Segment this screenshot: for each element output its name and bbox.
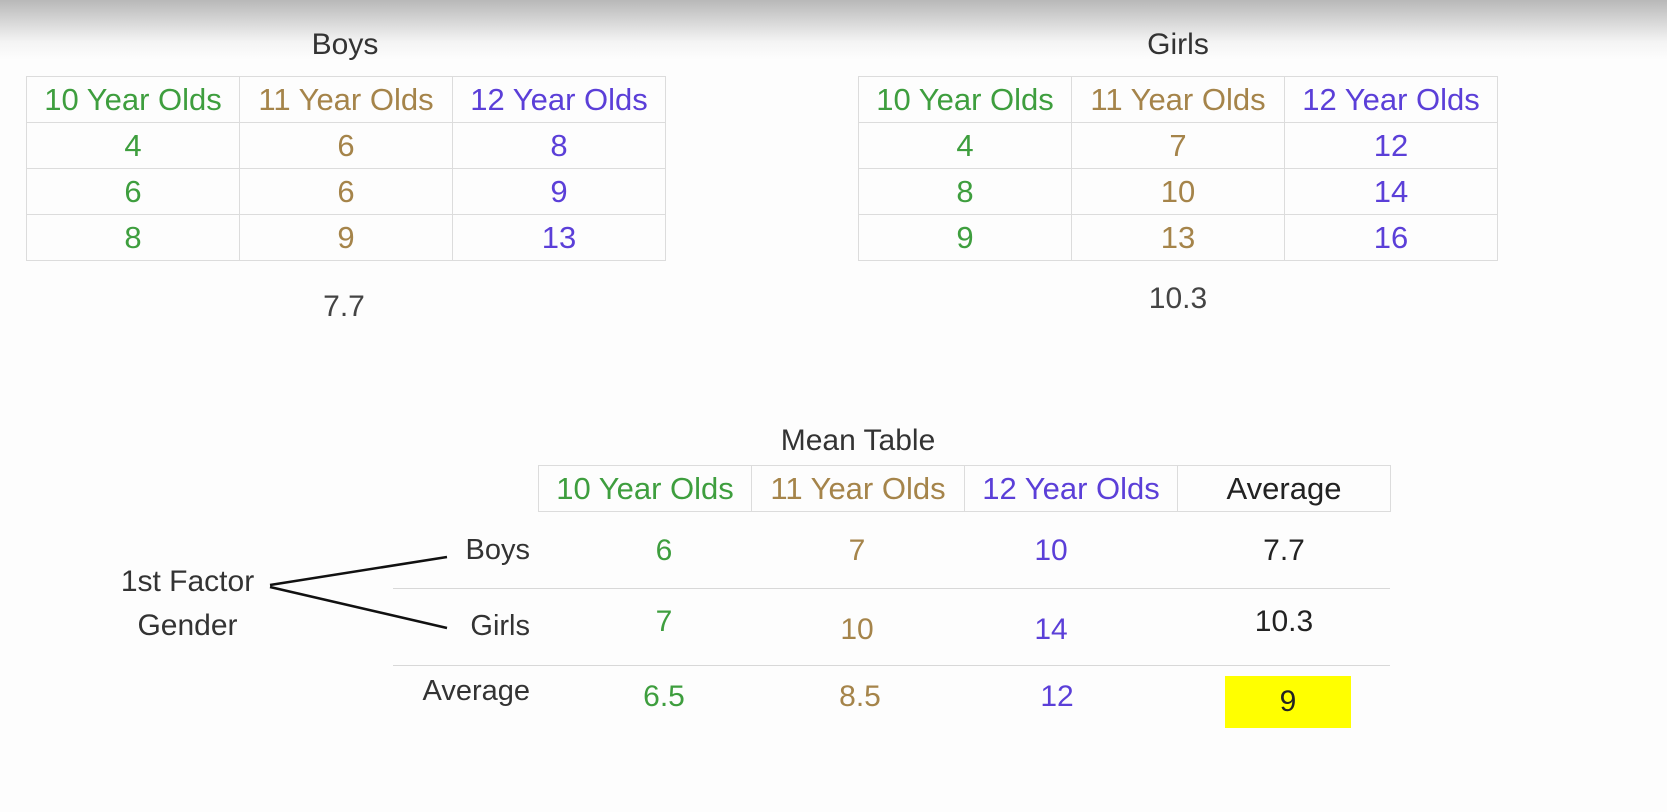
table-row: 8 10 14 bbox=[858, 168, 1498, 215]
boys-cell: 6 bbox=[239, 122, 453, 169]
mean-row-label-average: Average bbox=[422, 675, 531, 707]
boys-cell: 13 bbox=[452, 214, 666, 261]
factor-line1: 1st Factor bbox=[120, 565, 255, 598]
girls-mean: 10.3 bbox=[1148, 282, 1208, 315]
girls-cell: 16 bbox=[1284, 214, 1498, 261]
mean-header-12: 12 Year Olds bbox=[964, 465, 1178, 512]
mean-header-row: 10 Year Olds 11 Year Olds 12 Year Olds A… bbox=[538, 465, 1391, 512]
boys-header-10: 10 Year Olds bbox=[26, 76, 240, 123]
mean-cell: 10.3 bbox=[1254, 605, 1314, 638]
mean-cell: 6 bbox=[655, 534, 673, 567]
mean-cell: 7 bbox=[655, 605, 673, 638]
mean-row-label-girls: Girls bbox=[470, 610, 530, 642]
boys-cell: 9 bbox=[239, 214, 453, 261]
row-divider bbox=[393, 588, 1390, 589]
boys-table: 10 Year Olds 11 Year Olds 12 Year Olds 4… bbox=[26, 76, 666, 261]
boys-cell: 6 bbox=[239, 168, 453, 215]
table-row: 4 7 12 bbox=[858, 122, 1498, 169]
mean-cell: 10 bbox=[1034, 534, 1068, 567]
boys-cell: 8 bbox=[26, 214, 240, 261]
mean-cell: 12 bbox=[1040, 680, 1074, 713]
factor-label: 1st Factor Gender bbox=[100, 560, 275, 648]
mean-header-10: 10 Year Olds bbox=[538, 465, 752, 512]
row-divider bbox=[393, 665, 1390, 666]
mean-header-11: 11 Year Olds bbox=[751, 465, 965, 512]
girls-header-12: 12 Year Olds bbox=[1284, 76, 1498, 123]
table-row: 8 9 13 bbox=[26, 214, 666, 261]
mean-cell: 7.7 bbox=[1263, 534, 1305, 567]
girls-table: 10 Year Olds 11 Year Olds 12 Year Olds 4… bbox=[858, 76, 1498, 261]
mean-cell: 8.5 bbox=[839, 680, 881, 713]
girls-header-11: 11 Year Olds bbox=[1071, 76, 1285, 123]
girls-header-10: 10 Year Olds bbox=[858, 76, 1072, 123]
factor-line2: Gender bbox=[137, 609, 238, 642]
boys-title: Boys bbox=[311, 28, 379, 61]
girls-cell: 14 bbox=[1284, 168, 1498, 215]
mean-table-header: 10 Year Olds 11 Year Olds 12 Year Olds A… bbox=[538, 465, 1391, 512]
girls-cell: 12 bbox=[1284, 122, 1498, 169]
table-row: 9 13 16 bbox=[858, 214, 1498, 261]
mean-row-label-boys: Boys bbox=[465, 534, 530, 566]
grand-mean-highlight: 9 bbox=[1225, 676, 1351, 728]
top-shade bbox=[0, 0, 1667, 60]
boys-header-12: 12 Year Olds bbox=[452, 76, 666, 123]
girls-title: Girls bbox=[1147, 28, 1209, 61]
girls-cell: 7 bbox=[1071, 122, 1285, 169]
mean-cell: 10 bbox=[840, 613, 874, 646]
girls-cell: 13 bbox=[1071, 214, 1285, 261]
boys-mean: 7.7 bbox=[323, 290, 365, 323]
girls-cell: 10 bbox=[1071, 168, 1285, 215]
girls-header-row: 10 Year Olds 11 Year Olds 12 Year Olds bbox=[858, 76, 1498, 123]
boys-cell: 9 bbox=[452, 168, 666, 215]
branch-line-girls bbox=[269, 585, 448, 630]
girls-cell: 9 bbox=[858, 214, 1072, 261]
boys-header-row: 10 Year Olds 11 Year Olds 12 Year Olds bbox=[26, 76, 666, 123]
mean-table-title: Mean Table bbox=[780, 424, 936, 457]
mean-cell: 14 bbox=[1034, 613, 1068, 646]
mean-header-average: Average bbox=[1177, 465, 1391, 512]
mean-cell: 6.5 bbox=[643, 680, 685, 713]
mean-cell: 7 bbox=[848, 534, 866, 567]
branch-line-boys bbox=[269, 555, 448, 587]
